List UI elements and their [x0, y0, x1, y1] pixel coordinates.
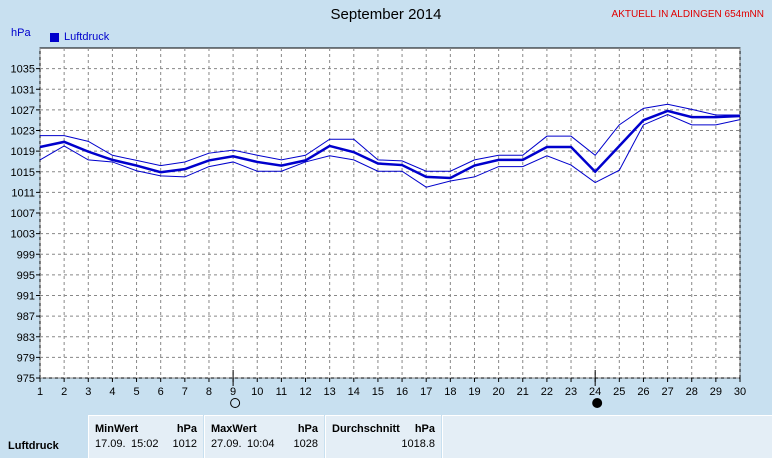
y-tick-label: 1007 [11, 208, 35, 220]
y-tick-label: 975 [17, 373, 35, 385]
y-tick-label: 995 [17, 270, 35, 282]
y-unit-label: hPa [11, 27, 31, 39]
x-tick-label: 2 [61, 386, 67, 398]
y-tick-label: 1027 [11, 105, 35, 117]
x-tick-label: 16 [396, 386, 408, 398]
average-value: 1018.8 [401, 438, 435, 450]
x-tick-label: 10 [251, 386, 263, 398]
y-tick-label: 987 [17, 311, 35, 323]
legend-label: Luftdruck [64, 31, 110, 43]
maxwert-date: 27.09. [211, 438, 242, 450]
x-tick-label: 23 [565, 386, 577, 398]
y-tick-label: 1023 [11, 126, 35, 138]
full-moon-icon [230, 398, 241, 408]
maxwert-time: 10:04 [247, 438, 275, 450]
y-axis-ticks: 975 979 983 987 991 995 999 1003 1007 1011 1015 101… [11, 64, 40, 385]
x-tick-label: 7 [182, 386, 188, 398]
x-tick-label: 20 [492, 386, 504, 398]
maxwert-label: MaxWert [211, 423, 257, 435]
x-tick-label: 4 [109, 386, 115, 398]
y-tick-label: 979 [17, 352, 35, 364]
chart-title: September 2014 [330, 6, 442, 23]
maxwert-value: 1028 [293, 438, 318, 450]
x-tick-label: 1 [37, 386, 43, 398]
x-tick-label: 30 [734, 386, 746, 398]
maxwert-unit: hPa [297, 423, 318, 435]
x-tick-label: 22 [541, 386, 553, 398]
x-tick-label: 18 [444, 386, 456, 398]
minwert-date: 17.09. [95, 438, 126, 450]
x-tick-label: 6 [158, 386, 164, 398]
average-label: Durchschnitt [332, 423, 400, 435]
empty-cell [442, 415, 772, 458]
x-tick-label: 5 [133, 386, 139, 398]
y-tick-label: 1019 [11, 146, 35, 158]
x-tick-label: 11 [276, 386, 287, 398]
average-cell: Durchschnitt hPa 1018.8 [325, 415, 441, 458]
x-tick-label: 21 [517, 386, 529, 398]
x-tick-label: 3 [85, 386, 91, 398]
y-tick-label: 999 [17, 249, 35, 261]
new-moon-icon [592, 398, 603, 408]
x-tick-label: 15 [372, 386, 384, 398]
minwert-cell: MinWert hPa 17.09. 15:02 1012 [88, 415, 203, 458]
x-tick-label: 19 [468, 386, 480, 398]
x-tick-label: 28 [686, 386, 698, 398]
y-tick-label: 1035 [11, 64, 35, 76]
minwert-unit: hPa [176, 423, 197, 435]
series-max-line [40, 103, 740, 172]
chart-area: 9759799839879919959991003100710111015101… [11, 47, 746, 408]
y-tick-label: 1003 [11, 229, 35, 241]
series-lines [39, 103, 741, 188]
x-tick-label: 25 [613, 386, 625, 398]
x-tick-label: 27 [661, 386, 673, 398]
y-tick-label: 1011 [11, 187, 35, 199]
x-tick-label: 8 [206, 386, 212, 398]
y-tick-label: 991 [17, 291, 35, 303]
average-unit: hPa [414, 423, 435, 435]
x-tick-label: 12 [299, 386, 311, 398]
moon-markers [230, 370, 603, 408]
series-mean-line [39, 109, 741, 180]
x-tick-label: 14 [348, 386, 360, 398]
x-tick-label: 26 [637, 386, 649, 398]
y-tick-label: 1031 [11, 84, 35, 96]
minwert-label: MinWert [95, 423, 139, 435]
minwert-time: 15:02 [131, 438, 159, 450]
gridlines [39, 48, 741, 379]
station-label: AKTUELL IN ALDINGEN 654mNN [611, 9, 764, 20]
legend-swatch [50, 32, 59, 42]
x-tick-label: 13 [324, 386, 336, 398]
minwert-value: 1012 [172, 438, 197, 450]
series-min-line [39, 113, 741, 188]
x-tick-label: 9 [230, 386, 236, 398]
maxwert-cell: MaxWert hPa 27.09. 10:04 1028 [204, 415, 324, 458]
y-tick-label: 1015 [11, 167, 35, 179]
x-tick-label: 17 [420, 386, 432, 398]
x-tick-label: 24 [589, 386, 601, 398]
row-label: Luftdruck [8, 440, 59, 452]
legend: Luftdruck [50, 31, 109, 43]
x-axis-ticks: 1 2 3 4 5 6 7 8 9 10 11 12 13 14 15 16 17 18 19 20 21 22 23 24 2… [37, 378, 746, 398]
x-tick-label: 29 [710, 386, 722, 398]
y-tick-label: 983 [17, 332, 35, 344]
